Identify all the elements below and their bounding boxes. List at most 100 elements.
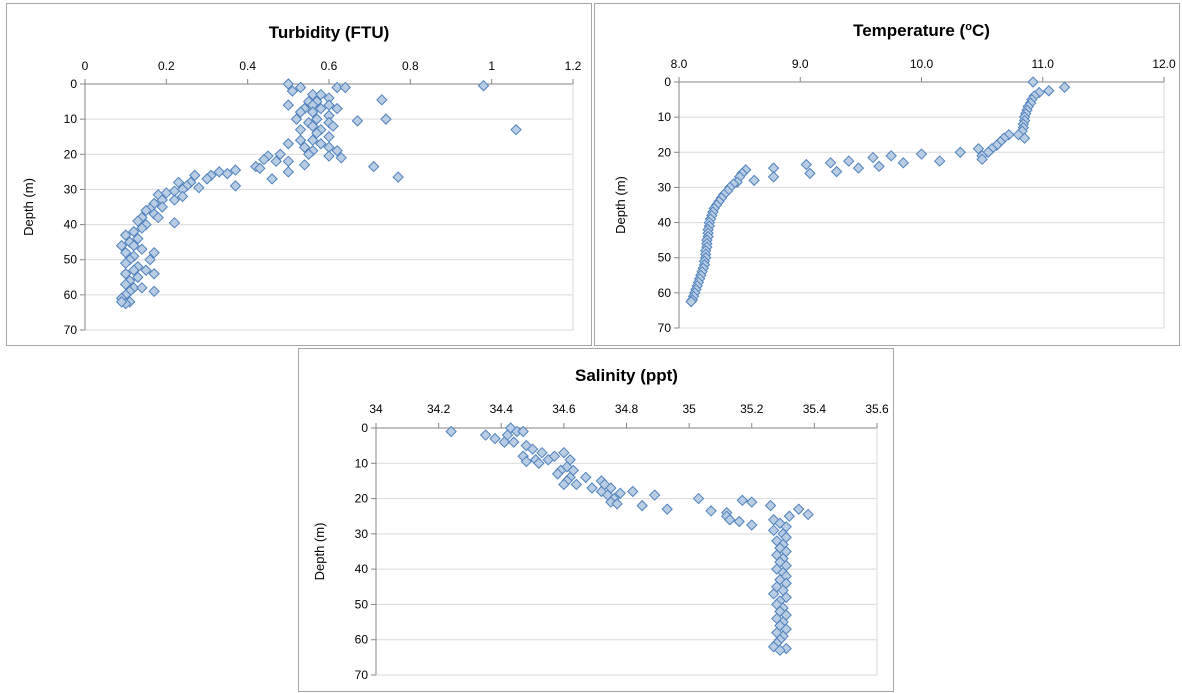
- turbidity-data-point: [229, 164, 242, 176]
- temperature-data-point: [748, 174, 760, 187]
- temperature-data-point: [933, 155, 946, 167]
- turbidity-plot: Turbidity (FTU) 0 10 20 30 40 50 60 70 0 0.2 0.4 0.6…: [21, 23, 582, 337]
- salinity-x-tick-label: 34.6: [552, 402, 576, 416]
- salinity-data-point: [648, 489, 661, 501]
- turbidity-data-point: [282, 78, 295, 90]
- turbidity-data-point: [119, 229, 132, 241]
- salinity-y-axis-label: Depth (m): [312, 523, 327, 581]
- turbidity-data-point: [298, 159, 311, 171]
- salinity-x-tick-label: 35.6: [865, 402, 889, 416]
- turbidity-data-point: [136, 282, 148, 294]
- turbidity-y-tick-label: 50: [64, 253, 78, 267]
- turbidity-data-point: [315, 138, 327, 150]
- turbidity-data-point: [331, 145, 343, 157]
- turbidity-data-point: [282, 166, 295, 178]
- turbidity-data-point: [327, 120, 339, 132]
- turbidity-data-point: [282, 155, 295, 168]
- turbidity-data-point: [315, 88, 327, 101]
- salinity-data-point: [558, 446, 570, 459]
- salinity-data-point: [783, 510, 796, 522]
- turbidity-data-point: [148, 285, 160, 298]
- turbidity-data-point: [368, 160, 380, 173]
- temperature-data-point: [830, 165, 843, 178]
- salinity-y-tick-label: 70: [355, 668, 369, 682]
- temperature-title-superscript: o: [965, 21, 972, 33]
- temperature-data-point: [804, 167, 816, 180]
- salinity-data-point: [627, 485, 639, 498]
- temperature-title: Temperature (oC): [853, 21, 990, 40]
- temperature-data-point: [972, 143, 985, 155]
- salinity-y-tick-label: 20: [355, 492, 369, 506]
- turbidity-data-point: [294, 123, 307, 136]
- temperature-y-tick-label: 70: [658, 321, 672, 335]
- salinity-y-tick-label: 10: [355, 456, 369, 470]
- turbidity-data-point: [298, 141, 311, 153]
- temperature-x-tick-label: 11.0: [1032, 57, 1055, 71]
- salinity-data-point: [498, 436, 511, 448]
- salinity-data-point: [479, 429, 492, 441]
- turbidity-data-point: [339, 81, 351, 94]
- salinity-y-tick-label: 30: [355, 527, 369, 541]
- temperature-data-point: [685, 295, 697, 308]
- turbidity-data-point: [323, 131, 335, 143]
- temperature-data-point: [843, 155, 855, 167]
- salinity-x-tick-label: 35.2: [740, 402, 764, 416]
- temperature-data-point: [867, 151, 879, 164]
- salinity-data-point: [586, 482, 598, 494]
- salinity-x-tick-label: 35: [682, 402, 696, 416]
- salinity-data-point: [611, 498, 623, 510]
- salinity-x-tick-label: 34: [369, 402, 383, 416]
- salinity-data-point: [705, 505, 717, 517]
- turbidity-y-tick-label: 70: [64, 323, 78, 337]
- turbidity-data-point: [510, 123, 522, 136]
- temperature-data-point: [767, 171, 780, 183]
- salinity-data-point: [614, 487, 626, 499]
- salinity-data-point: [551, 468, 564, 480]
- turbidity-y-tick-label: 30: [64, 182, 78, 196]
- temperature-y-tick-label: 0: [664, 75, 671, 89]
- turbidity-y-tick-label: 40: [64, 218, 78, 232]
- turbidity-data-point: [213, 166, 225, 178]
- turbidity-data-point: [193, 181, 205, 194]
- turbidity-data-point: [294, 81, 307, 94]
- salinity-data-point: [533, 457, 545, 469]
- turbidity-data-point: [176, 190, 189, 203]
- turbidity-data-point: [331, 81, 343, 94]
- salinity-data-point: [661, 503, 673, 515]
- temperature-x-tick-label: 9.0: [792, 57, 809, 71]
- salinity-data-point: [767, 524, 780, 537]
- turbidity-data-point: [144, 254, 156, 266]
- temperature-data-point: [873, 160, 885, 173]
- temperature-data-point: [954, 146, 967, 158]
- turbidity-x-tick-label: 0: [82, 59, 89, 73]
- salinity-x-tick-label: 35.4: [803, 402, 827, 416]
- salinity-data-point: [580, 471, 592, 484]
- turbidity-y-tick-label: 20: [64, 147, 78, 161]
- temperature-data-point: [976, 153, 988, 166]
- turbidity-data-point: [307, 106, 319, 118]
- temperature-x-tick-label: 12.0: [1152, 57, 1176, 71]
- turbidity-data-point: [201, 173, 213, 185]
- turbidity-data-point: [282, 99, 295, 111]
- turbidity-data-point: [140, 264, 152, 276]
- salinity-y-tick-label: 40: [355, 562, 369, 576]
- salinity-data-point: [802, 508, 814, 521]
- salinity-data-point: [548, 450, 561, 462]
- temperature-y-axis-label: Depth (m): [613, 176, 628, 234]
- turbidity-data-point: [331, 102, 343, 115]
- salinity-data-point: [636, 499, 648, 512]
- turbidity-x-tick-label: 0.6: [321, 59, 338, 73]
- turbidity-data-point: [115, 296, 128, 308]
- temperature-data-point: [897, 157, 910, 169]
- salinity-data-point: [733, 515, 745, 528]
- temperature-data-point: [1043, 85, 1055, 97]
- turbidity-data-point: [221, 167, 234, 180]
- turbidity-data-point: [477, 80, 490, 92]
- turbidity-data-point: [132, 271, 144, 283]
- temperature-data-point: [824, 157, 837, 169]
- turbidity-x-tick-label: 0.8: [402, 59, 419, 73]
- turbidity-y-tick-label: 0: [70, 77, 77, 91]
- salinity-data-point: [508, 436, 520, 448]
- temperature-x-tick-label: 8.0: [671, 57, 688, 71]
- temperature-y-tick-label: 10: [658, 110, 672, 124]
